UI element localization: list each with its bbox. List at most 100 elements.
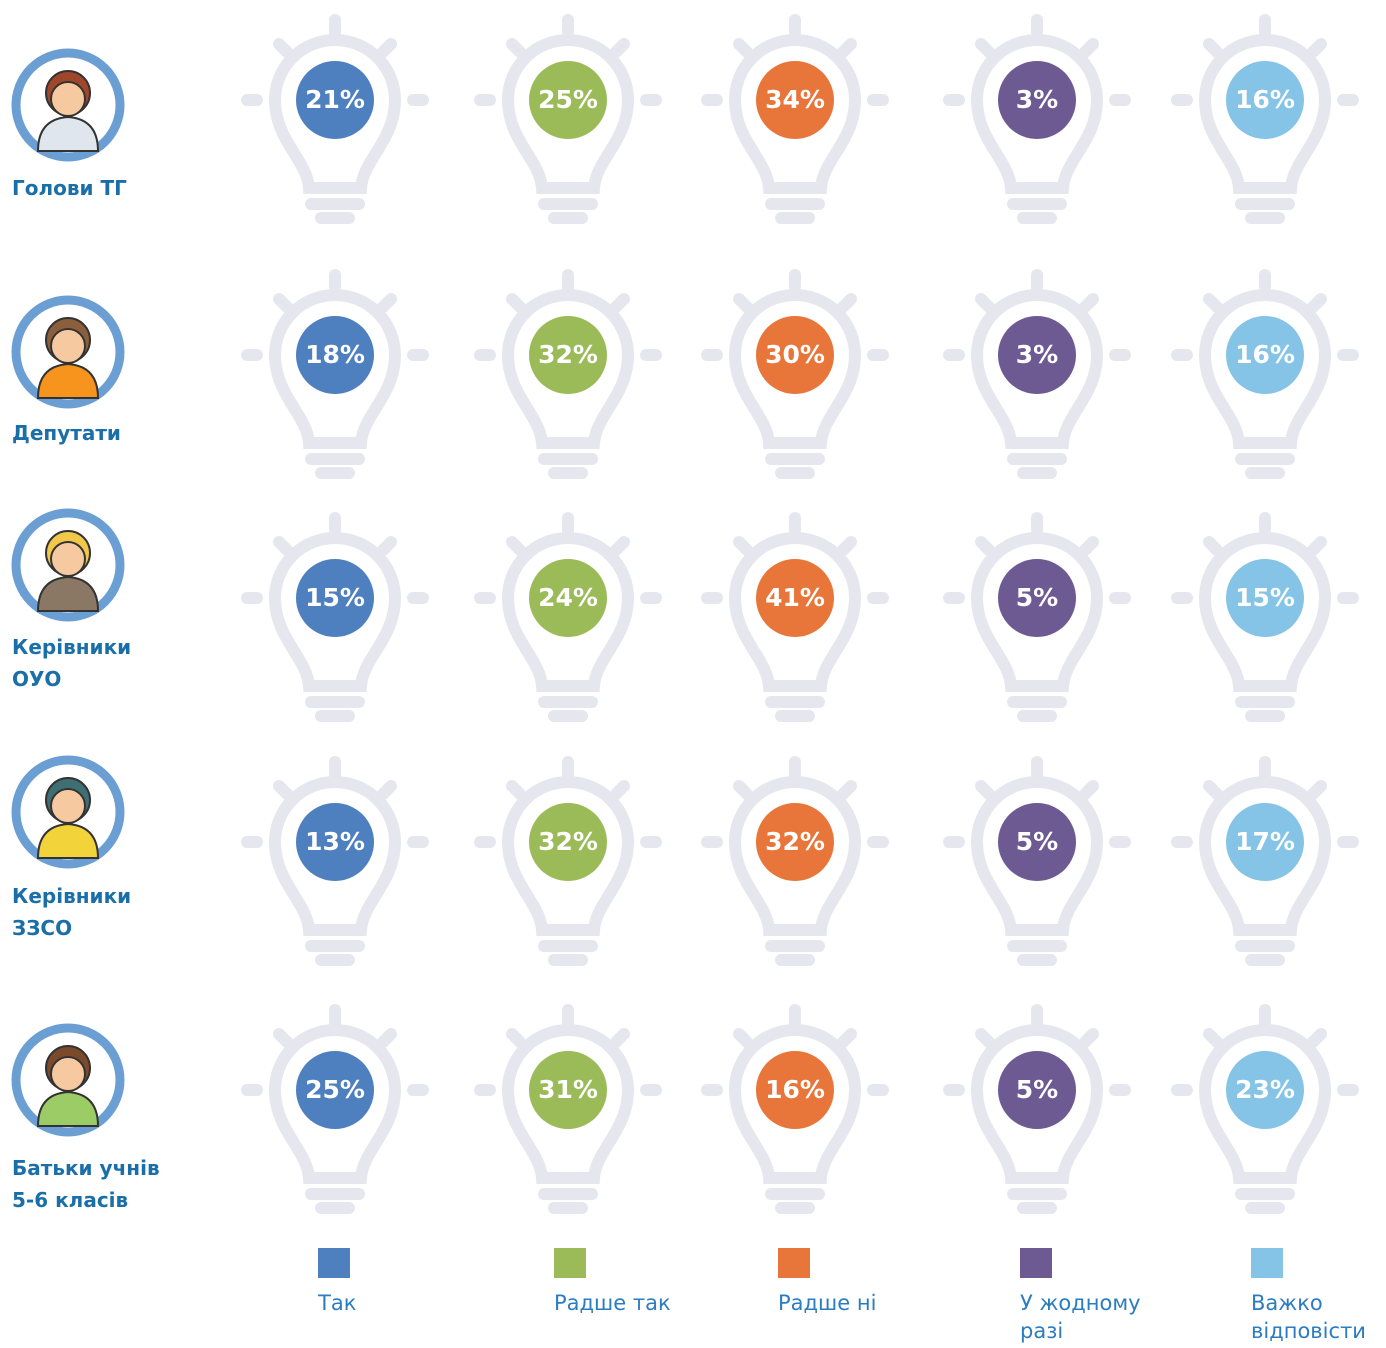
bulb-outline xyxy=(268,34,402,194)
ray xyxy=(506,38,526,58)
ray xyxy=(273,780,293,800)
ray xyxy=(1307,536,1327,556)
bulb-outline xyxy=(501,1024,635,1184)
ray xyxy=(1203,38,1223,58)
percentage: 21% xyxy=(305,85,365,114)
ray xyxy=(975,780,995,800)
percentage: 18% xyxy=(305,340,365,369)
ray xyxy=(506,1028,526,1048)
ray xyxy=(1079,293,1099,313)
answer-circle xyxy=(529,559,607,637)
ray xyxy=(273,38,293,58)
ray xyxy=(1079,38,1099,58)
bulb-outline xyxy=(1198,1024,1332,1184)
ray xyxy=(377,38,397,58)
legend-swatch xyxy=(1251,1248,1283,1278)
ray xyxy=(1079,1028,1099,1048)
percentage: 25% xyxy=(305,1075,365,1104)
ray xyxy=(1079,536,1099,556)
percentage: 32% xyxy=(538,340,598,369)
bulb-outline xyxy=(501,34,635,194)
bulb-outline xyxy=(970,34,1104,194)
ray xyxy=(273,1028,293,1048)
ray xyxy=(377,1028,397,1048)
bulb-outline xyxy=(1198,289,1332,449)
percentage: 32% xyxy=(538,827,598,856)
answer-circle xyxy=(529,803,607,881)
ray xyxy=(733,780,753,800)
ray xyxy=(506,780,526,800)
percentage: 13% xyxy=(305,827,365,856)
answer-circle xyxy=(998,316,1076,394)
avatar-body xyxy=(36,115,100,152)
answer-circle xyxy=(998,1051,1076,1129)
percentage: 15% xyxy=(1235,583,1295,612)
ray xyxy=(975,536,995,556)
ray xyxy=(610,780,630,800)
answer-circle xyxy=(756,1051,834,1129)
ray xyxy=(733,293,753,313)
bulb-outline xyxy=(728,1024,862,1184)
ray xyxy=(1203,780,1223,800)
percentage: 3% xyxy=(1016,85,1058,114)
answer-circle xyxy=(756,61,834,139)
percentage: 5% xyxy=(1016,827,1058,856)
bulb-outline xyxy=(501,289,635,449)
bulb-outline xyxy=(728,289,862,449)
answer-circle xyxy=(998,61,1076,139)
bulb-outline xyxy=(268,532,402,692)
bulb-outline xyxy=(728,532,862,692)
ray xyxy=(837,293,857,313)
ray xyxy=(1079,780,1099,800)
avatar-body xyxy=(36,575,100,612)
bulb-outline xyxy=(501,776,635,936)
legend-swatch xyxy=(318,1248,350,1278)
percentage: 5% xyxy=(1016,1075,1058,1104)
ray xyxy=(837,780,857,800)
avatar-face xyxy=(50,1056,86,1092)
avatar-face xyxy=(50,328,86,364)
answer-circle xyxy=(756,559,834,637)
bulb-outline xyxy=(1198,776,1332,936)
percentage: 5% xyxy=(1016,583,1058,612)
ray xyxy=(975,38,995,58)
ray xyxy=(610,1028,630,1048)
percentage: 3% xyxy=(1016,340,1058,369)
ray xyxy=(273,293,293,313)
legend-label: Важко відповісти xyxy=(1251,1291,1366,1343)
ray xyxy=(837,536,857,556)
answer-circle xyxy=(296,559,374,637)
legend-label: Радше так xyxy=(554,1291,671,1315)
ray xyxy=(273,536,293,556)
bulb-outline xyxy=(1198,34,1332,194)
answer-circle xyxy=(529,316,607,394)
answer-circle xyxy=(529,61,607,139)
ray xyxy=(1203,1028,1223,1048)
ray xyxy=(1307,293,1327,313)
ray xyxy=(610,293,630,313)
ray xyxy=(733,536,753,556)
ray xyxy=(377,293,397,313)
ray xyxy=(1307,38,1327,58)
bulb-outline xyxy=(268,776,402,936)
answer-circle xyxy=(529,1051,607,1129)
row-label: Депутати xyxy=(12,421,121,445)
answer-circle xyxy=(756,803,834,881)
answer-circle xyxy=(1226,803,1304,881)
row-label: Керівники ОУО xyxy=(12,635,132,691)
bulb-outline xyxy=(728,776,862,936)
percentage: 34% xyxy=(765,85,825,114)
bulb-outline xyxy=(728,34,862,194)
avatar-body xyxy=(36,362,100,399)
ray xyxy=(1307,780,1327,800)
percentage: 23% xyxy=(1235,1075,1295,1104)
answer-circle xyxy=(1226,61,1304,139)
ray xyxy=(377,780,397,800)
answer-circle xyxy=(296,1051,374,1129)
percentage: 16% xyxy=(1235,340,1295,369)
bulb-outline xyxy=(970,1024,1104,1184)
bulb-outline xyxy=(501,532,635,692)
answer-circle xyxy=(296,316,374,394)
answer-circle xyxy=(998,559,1076,637)
